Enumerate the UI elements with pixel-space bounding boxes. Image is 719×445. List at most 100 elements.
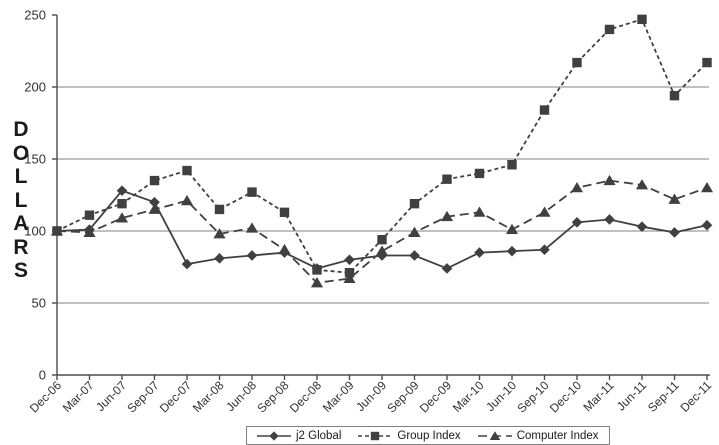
- x-tick-label: Jun-08: [223, 378, 259, 414]
- square-marker-group-index: [474, 168, 485, 179]
- chart-legend: j2 Global Group Index Computer Index: [246, 426, 610, 445]
- diamond-marker-j2-global: [474, 247, 485, 258]
- diamond-marker-j2-global: [701, 219, 713, 231]
- square-marker-group-index: [409, 198, 420, 209]
- triangle-marker-computer-index: [245, 222, 259, 233]
- diamond-marker-j2-global: [116, 185, 128, 196]
- triangle-marker-computer-index: [310, 277, 324, 288]
- square-marker-group-index: [182, 165, 192, 176]
- y-axis-title-letter: O: [12, 141, 30, 165]
- square-marker-group-index: [247, 187, 257, 197]
- y-axis-title-letter: S: [13, 259, 28, 282]
- x-tick-label: Mar-08: [190, 378, 227, 415]
- plot-area: 050100150200250Dec-06Mar-07Jun-07Sep-07D…: [24, 8, 714, 416]
- square-marker-group-index: [279, 207, 290, 217]
- legend-label-computer-index: Computer Index: [516, 429, 599, 442]
- square-marker-group-index: [377, 234, 387, 245]
- square-marker-group-index: [312, 265, 322, 275]
- legend-marker-triangle: [489, 430, 500, 440]
- diamond-marker-j2-global: [409, 250, 420, 261]
- diamond-marker-j2-global: [246, 250, 258, 261]
- square-marker-group-index: [572, 57, 582, 68]
- triangle-marker-computer-index: [570, 182, 584, 193]
- triangle-marker-computer-index: [278, 243, 291, 255]
- square-marker-group-index: [149, 175, 160, 186]
- y-axis-title-letter: L: [14, 165, 28, 188]
- square-marker-group-index: [214, 204, 225, 215]
- legend-swatch-diamond-icon: [257, 430, 291, 441]
- x-tick-label: Sep-07: [124, 378, 161, 415]
- square-marker-group-index: [637, 14, 647, 25]
- triangle-marker-computer-index: [148, 203, 161, 214]
- series-line-computer-index: [56, 179, 708, 284]
- series-line-group-index: [56, 18, 708, 274]
- x-tick-label: Dec-08: [287, 378, 324, 415]
- diamond-marker-j2-global: [571, 217, 583, 228]
- y-axis-title-letter: L: [14, 188, 28, 212]
- triangle-marker-computer-index: [538, 206, 551, 217]
- diamond-marker-j2-global: [636, 221, 648, 232]
- triangle-marker-computer-index: [668, 193, 681, 204]
- triangle-marker-computer-index: [343, 272, 356, 284]
- square-marker-group-index: [442, 174, 452, 184]
- x-tick-label: Dec-07: [157, 378, 194, 415]
- square-marker-group-index: [669, 90, 680, 101]
- legend-label-j2-global: j2 Global: [296, 429, 342, 442]
- triangle-marker-computer-index: [408, 226, 421, 237]
- triangle-marker-computer-index: [440, 210, 454, 222]
- square-marker-group-index: [507, 160, 517, 170]
- y-tick-label: 0: [39, 368, 46, 383]
- x-tick-label: Sep-11: [645, 378, 682, 415]
- diamond-marker-j2-global: [214, 253, 225, 264]
- triangle-marker-computer-index: [603, 174, 616, 186]
- y-tick-label: 250: [24, 8, 46, 23]
- legend-swatch-square-icon: [358, 431, 393, 440]
- legend-marker-diamond: [269, 430, 279, 441]
- x-tick-label: Jun-07: [93, 378, 129, 414]
- x-tick-label: Mar-10: [450, 378, 487, 415]
- x-tick-label: Jun-09: [353, 378, 389, 414]
- diamond-marker-j2-global: [344, 254, 355, 266]
- triangle-marker-computer-index: [505, 223, 519, 235]
- x-tick-label: Dec-11: [677, 378, 714, 415]
- square-marker-group-index: [702, 57, 712, 68]
- x-tick-label: Jun-10: [483, 378, 519, 414]
- x-tick-label: Dec-10: [547, 378, 584, 415]
- y-tick-label: 100: [24, 224, 46, 239]
- triangle-marker-computer-index: [700, 182, 714, 193]
- y-axis-title-letter: A: [13, 212, 29, 235]
- triangle-marker-computer-index: [473, 206, 486, 217]
- diamond-marker-j2-global: [506, 245, 518, 257]
- diamond-marker-j2-global: [441, 263, 453, 274]
- triangle-marker-computer-index: [115, 212, 129, 223]
- y-tick-label: 50: [32, 296, 46, 311]
- triangle-marker-computer-index: [180, 194, 194, 206]
- triangle-marker-computer-index: [50, 225, 64, 236]
- x-tick-label: Mar-09: [320, 378, 357, 415]
- legend-swatch-triangle-icon: [477, 430, 512, 440]
- diamond-marker-j2-global: [539, 244, 550, 256]
- diamond-marker-j2-global: [669, 227, 680, 238]
- square-marker-group-index: [539, 105, 550, 115]
- diamond-marker-j2-global: [604, 214, 615, 225]
- y-tick-label: 150: [24, 152, 46, 167]
- y-axis-title-letter: D: [13, 118, 29, 141]
- square-marker-group-index: [117, 198, 127, 209]
- x-tick-label: Jun-11: [614, 378, 649, 413]
- legend-marker-square: [371, 431, 380, 440]
- x-tick-label: Sep-10: [514, 378, 551, 415]
- x-tick-label: Mar-07: [60, 378, 97, 415]
- square-marker-group-index: [84, 210, 95, 220]
- legend-item-j2-global: j2 Global: [257, 430, 341, 442]
- diamond-marker-j2-global: [181, 258, 193, 270]
- x-tick-label: Dec-06: [27, 378, 64, 415]
- triangle-marker-computer-index: [213, 228, 226, 239]
- legend-item-computer-index: Computer Index: [477, 429, 599, 442]
- y-axis-title-letter: R: [13, 235, 29, 259]
- y-tick-label: 200: [24, 80, 46, 95]
- x-tick-label: Mar-11: [580, 378, 616, 414]
- x-tick-label: Dec-09: [417, 378, 454, 415]
- x-tick-label: Sep-08: [254, 378, 291, 415]
- triangle-marker-computer-index: [83, 226, 96, 237]
